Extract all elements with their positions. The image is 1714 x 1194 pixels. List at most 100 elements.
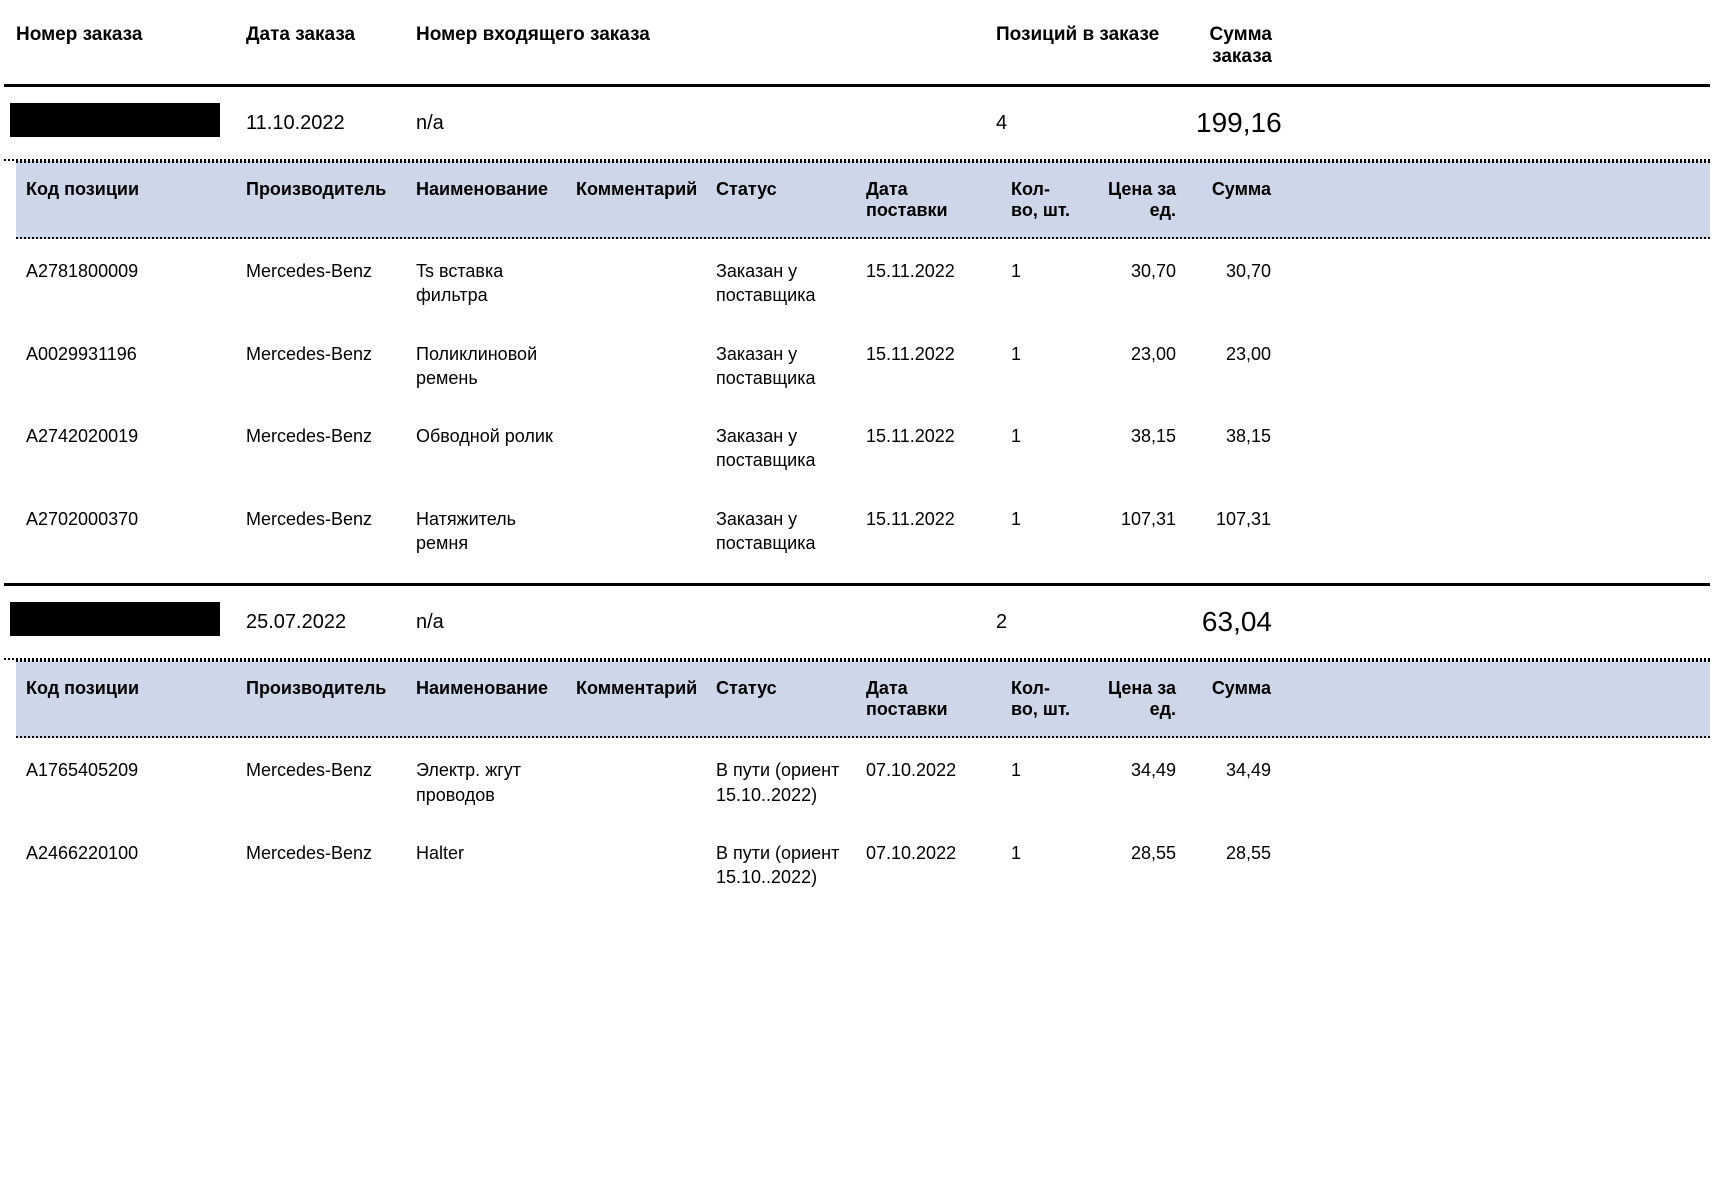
item-delivery-date: 15.11.2022	[856, 501, 1001, 562]
item-qty: 1	[1001, 336, 1081, 397]
item-qty: 1	[1001, 418, 1081, 479]
item-status: В пути (ориент 15.10..2022)	[706, 752, 856, 813]
item-status: В пути (ориент 15.10..2022)	[706, 835, 856, 896]
item-unit-price: 28,55	[1081, 835, 1186, 896]
dh-qty: Кол-во, шт.	[1001, 163, 1081, 237]
item-comment	[566, 752, 706, 813]
item-code: A2781800009	[16, 253, 236, 314]
col-order-number: Номер заказа	[4, 16, 234, 76]
item-unit-price: 107,31	[1081, 501, 1186, 562]
item-unit-price: 38,15	[1081, 418, 1186, 479]
item-delivery-date: 15.11.2022	[856, 336, 1001, 397]
order-section: 11.10.2022n/a4199,16Код позицииПроизводи…	[4, 87, 1710, 586]
item-status: Заказан у поставщика	[706, 253, 856, 314]
dh-sum: Сумма	[1186, 662, 1281, 736]
item-delivery-date: 07.10.2022	[856, 752, 1001, 813]
detail-header-row: Код позицииПроизводительНаименованиеКомм…	[16, 161, 1710, 239]
redacted-order-number	[10, 103, 220, 137]
item-manufacturer: Mercedes-Benz	[236, 418, 406, 479]
dh-name: Наименование	[406, 662, 566, 736]
item-code: A2466220100	[16, 835, 236, 896]
dh-code: Код позиции	[16, 662, 236, 736]
order-detail-table: Код позицииПроизводительНаименованиеКомм…	[4, 660, 1710, 911]
col-incoming-number: Номер входящего заказа	[404, 16, 984, 76]
item-name: Поликлиновой ремень	[406, 336, 566, 397]
item-code: A1765405209	[16, 752, 236, 813]
order-date: 25.07.2022	[234, 603, 404, 642]
item-qty: 1	[1001, 253, 1081, 314]
detail-row: A1765405209Mercedes-BenzЭлектр. жгут про…	[16, 738, 1710, 821]
orders-container: 11.10.2022n/a4199,16Код позицииПроизводи…	[4, 87, 1710, 912]
item-manufacturer: Mercedes-Benz	[236, 835, 406, 896]
dh-status: Статус	[706, 163, 856, 237]
item-manufacturer: Mercedes-Benz	[236, 253, 406, 314]
dh-delivery-date: Дата поставки	[856, 163, 1001, 237]
item-qty: 1	[1001, 501, 1081, 562]
dh-manufacturer: Производитель	[236, 662, 406, 736]
order-positions: 2	[984, 603, 1184, 642]
order-summary-row: 11.10.2022n/a4199,16	[4, 87, 1710, 161]
item-code: A0029931196	[16, 336, 236, 397]
dh-name: Наименование	[406, 163, 566, 237]
detail-header-row: Код позицииПроизводительНаименованиеКомм…	[16, 660, 1710, 738]
item-delivery-date: 15.11.2022	[856, 253, 1001, 314]
item-delivery-date: 07.10.2022	[856, 835, 1001, 896]
item-sum: 34,49	[1186, 752, 1281, 813]
item-name: Натяжитель ремня	[406, 501, 566, 562]
detail-row: A2466220100Mercedes-BenzHalter В пути (ор…	[16, 821, 1710, 904]
item-status: Заказан у поставщика	[706, 336, 856, 397]
item-name: Электр. жгут проводов	[406, 752, 566, 813]
detail-row: A2702000370Mercedes-BenzНатяжитель ремня…	[16, 487, 1710, 570]
dh-manufacturer: Производитель	[236, 163, 406, 237]
item-sum: 23,00	[1186, 336, 1281, 397]
order-number-cell	[4, 594, 234, 650]
order-number-cell	[4, 95, 234, 151]
item-sum: 30,70	[1186, 253, 1281, 314]
item-manufacturer: Mercedes-Benz	[236, 752, 406, 813]
detail-row: A0029931196Mercedes-BenzПоликлиновой рем…	[16, 322, 1710, 405]
orders-master-header: Номер заказа Дата заказа Номер входящего…	[4, 8, 1710, 87]
col-positions: Позиций в заказе	[984, 16, 1184, 76]
dh-code: Код позиции	[16, 163, 236, 237]
dh-sum: Сумма	[1186, 163, 1281, 237]
item-sum: 107,31	[1186, 501, 1281, 562]
order-total: 63,04	[1184, 598, 1284, 646]
item-code: A2702000370	[16, 501, 236, 562]
dh-unit-price: Цена за ед.	[1081, 163, 1186, 237]
item-manufacturer: Mercedes-Benz	[236, 501, 406, 562]
item-unit-price: 23,00	[1081, 336, 1186, 397]
dh-comment: Комментарий	[566, 163, 706, 237]
detail-row: A2742020019Mercedes-BenzОбводной роликЗа…	[16, 404, 1710, 487]
item-comment	[566, 501, 706, 562]
item-qty: 1	[1001, 835, 1081, 896]
item-code: A2742020019	[16, 418, 236, 479]
item-manufacturer: Mercedes-Benz	[236, 336, 406, 397]
item-unit-price: 34,49	[1081, 752, 1186, 813]
item-sum: 28,55	[1186, 835, 1281, 896]
dh-delivery-date: Дата поставки	[856, 662, 1001, 736]
order-summary-row: 25.07.2022n/a263,04	[4, 586, 1710, 660]
item-comment	[566, 253, 706, 314]
dh-comment: Комментарий	[566, 662, 706, 736]
redacted-order-number	[10, 602, 220, 636]
item-name: Halter	[406, 835, 566, 896]
col-order-date: Дата заказа	[234, 16, 404, 76]
dh-status: Статус	[706, 662, 856, 736]
item-unit-price: 30,70	[1081, 253, 1186, 314]
item-comment	[566, 336, 706, 397]
order-total: 199,16	[1184, 99, 1284, 147]
item-sum: 38,15	[1186, 418, 1281, 479]
item-status: Заказан у поставщика	[706, 501, 856, 562]
col-order-total: Сумма заказа	[1184, 16, 1284, 76]
order-section: 25.07.2022n/a263,04Код позицииПроизводит…	[4, 586, 1710, 911]
item-comment	[566, 418, 706, 479]
order-date: 11.10.2022	[234, 104, 404, 143]
dh-unit-price: Цена за ед.	[1081, 662, 1186, 736]
order-incoming: n/a	[404, 603, 984, 642]
order-incoming: n/a	[404, 104, 984, 143]
order-detail-table: Код позицииПроизводительНаименованиеКомм…	[4, 161, 1710, 577]
dh-qty: Кол-во, шт.	[1001, 662, 1081, 736]
item-comment	[566, 835, 706, 896]
item-qty: 1	[1001, 752, 1081, 813]
item-delivery-date: 15.11.2022	[856, 418, 1001, 479]
